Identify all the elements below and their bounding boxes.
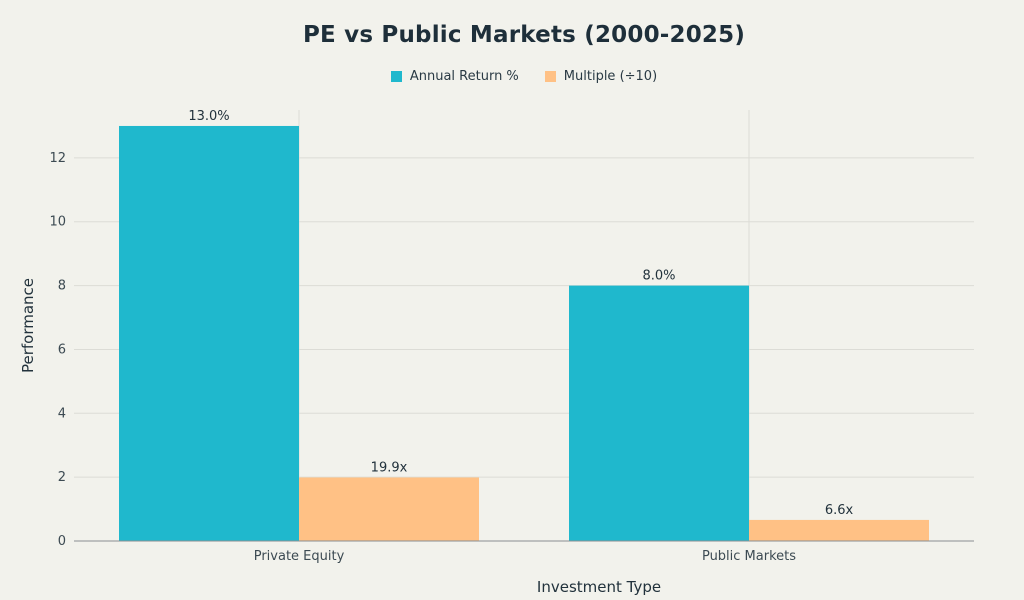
bar — [569, 285, 749, 541]
y-axis-title: Performance — [19, 278, 37, 373]
y-tick-label: 8 — [58, 279, 66, 294]
legend-label-annual-return: Annual Return % — [409, 69, 519, 84]
x-axis-title: Investment Type — [537, 578, 661, 596]
data-label: 8.0% — [642, 269, 675, 284]
legend-swatch-multiple — [544, 71, 556, 82]
legend-swatch-annual-return — [390, 71, 402, 82]
y-tick-label: 6 — [58, 342, 66, 357]
data-label: 13.0% — [188, 109, 229, 124]
y-tick-label: 2 — [58, 470, 66, 485]
data-label: 19.9x — [371, 460, 408, 475]
bar — [749, 519, 929, 541]
legend-item-multiple[interactable]: Multiple (÷10) — [544, 69, 658, 84]
x-tick-label: Private Equity — [254, 549, 345, 564]
y-tick-label: 4 — [58, 406, 66, 421]
y-tick-label: 10 — [49, 215, 66, 230]
y-tick-label: 12 — [49, 151, 66, 166]
legend: Annual Return % Multiple (÷10) — [0, 69, 1024, 84]
bar — [119, 125, 299, 542]
legend-item-annual-return[interactable]: Annual Return % — [390, 69, 519, 84]
chart-title: PE vs Public Markets (2000-2025) — [302, 22, 746, 48]
legend-label-multiple: Multiple (÷10) — [563, 69, 658, 84]
data-label: 6.6x — [825, 503, 854, 518]
bar — [299, 477, 479, 541]
y-tick-label: 0 — [58, 534, 66, 549]
x-tick-label: Public Markets — [702, 549, 796, 564]
